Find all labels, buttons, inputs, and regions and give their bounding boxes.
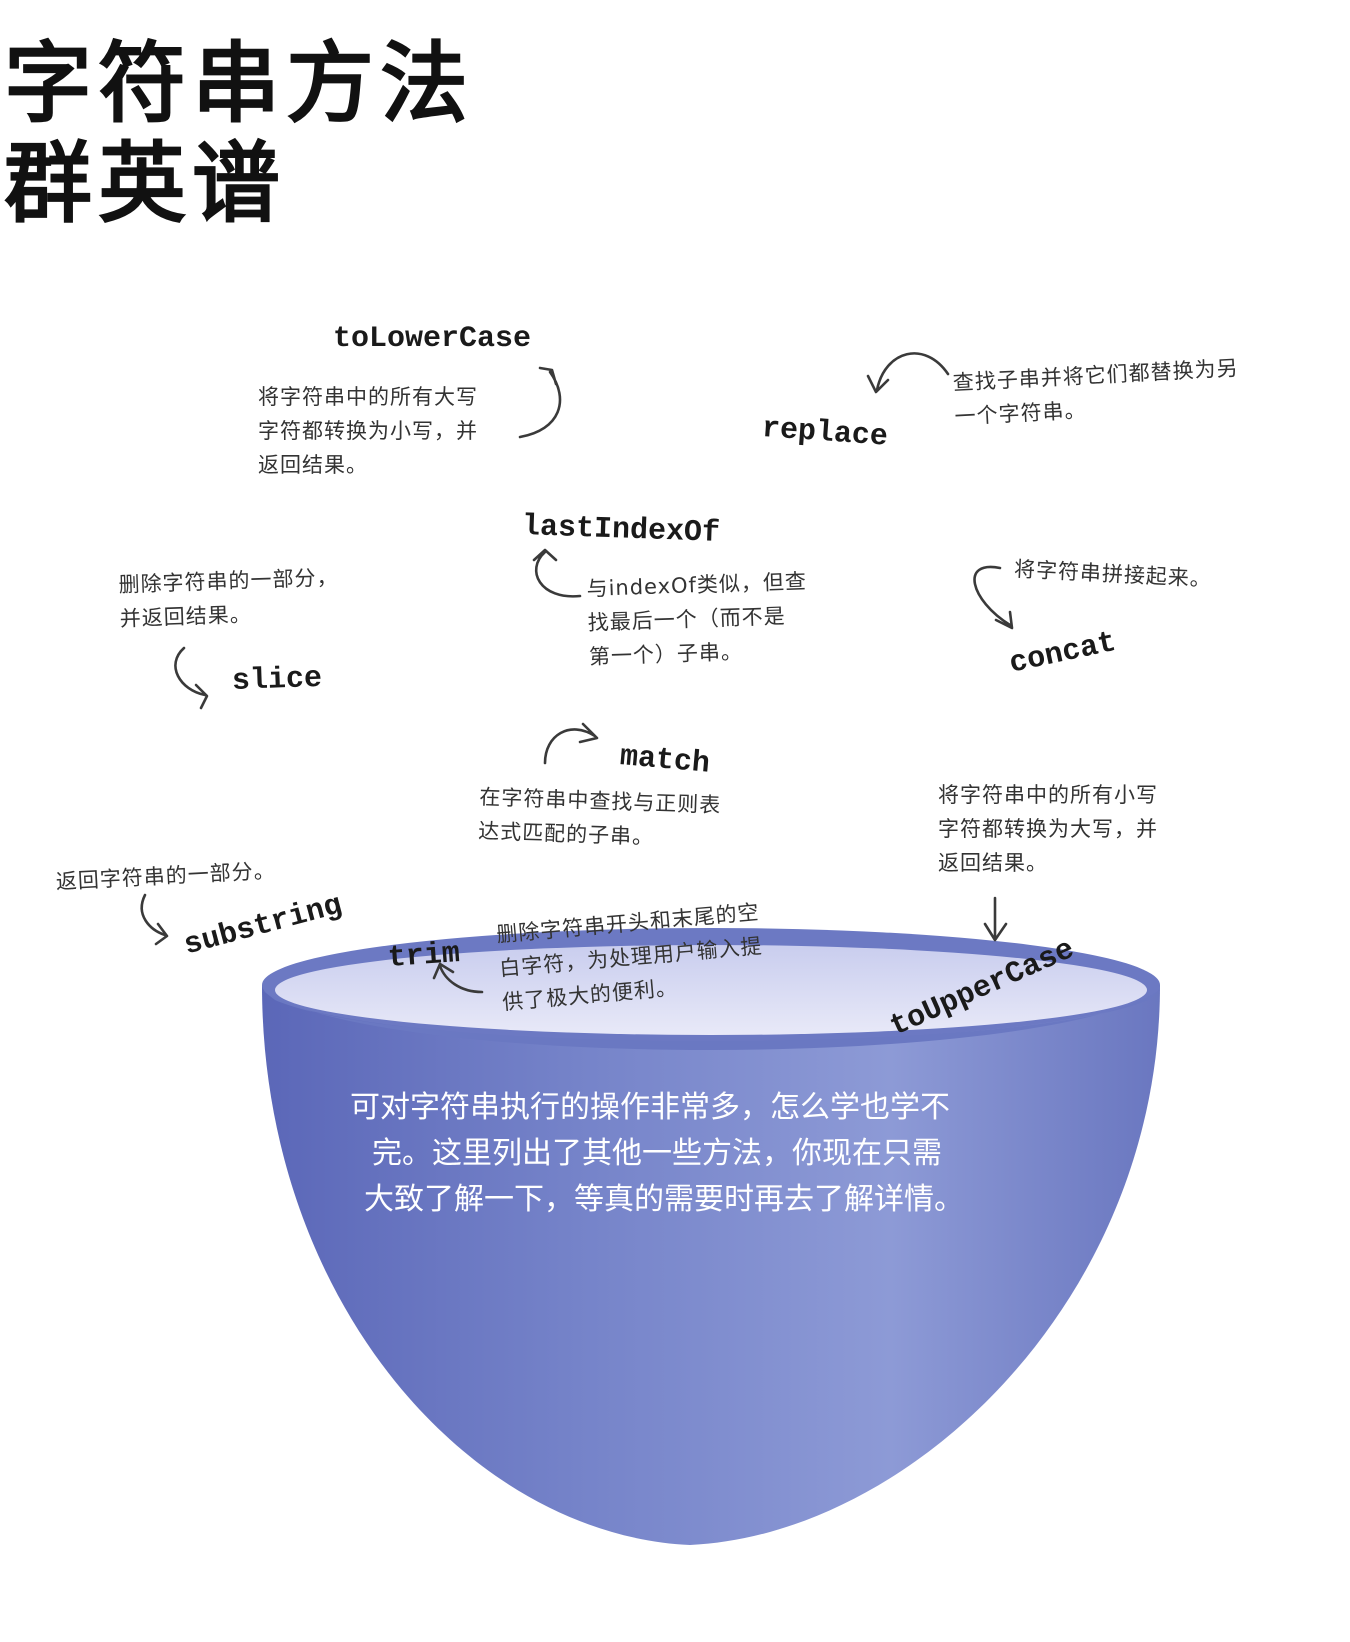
method-slice: slice <box>231 661 323 699</box>
arrow-lastindexof <box>532 548 582 598</box>
bowl-inner <box>275 945 1147 1035</box>
desc-line: 返回结果。 <box>258 453 368 477</box>
desc-match: 在字符串中查找与正则表 达式匹配的子串。 <box>478 780 722 856</box>
bowl-front-rim <box>262 990 1160 1050</box>
desc-tolowercase: 将字符串中的所有大写 字符都转换为小写，并 返回结果。 <box>258 380 478 482</box>
desc-line: 返回结果。 <box>938 851 1048 875</box>
desc-touppercase: 将字符串中的所有小写 字符都转换为大写，并 返回结果。 <box>938 778 1158 880</box>
desc-line: 字符都转换为小写，并 <box>258 419 478 443</box>
arrow-substring <box>140 893 169 946</box>
method-tolowercase: toLowerCase <box>333 322 532 356</box>
method-trim: trim <box>386 937 462 976</box>
bowl-body <box>262 985 1160 1545</box>
page-title-line-2: 群英谱 <box>4 132 287 235</box>
desc-line: 字符都转换为大写，并 <box>938 817 1158 841</box>
bowl-caption: 可对字符串执行的操作非常多，怎么学也学不 完。这里列出了其他一些方法，你现在只需… <box>350 1085 1040 1223</box>
arrow-touppercase <box>983 896 1008 942</box>
desc-line: 将字符串中的所有小写 <box>938 783 1158 807</box>
arrow-trim <box>432 962 484 994</box>
arrow-concat <box>973 565 1014 630</box>
method-lastindexof: lastIndexOf <box>521 510 721 551</box>
bowl-caption-line: 可对字符串执行的操作非常多，怎么学也学不 <box>350 1090 950 1125</box>
bowl-caption-line: 完。这里列出了其他一些方法，你现在只需 <box>372 1136 942 1171</box>
arrow-slice <box>174 646 209 710</box>
page-title-line-1: 字符串方法 <box>4 32 475 135</box>
bowl-caption-line: 大致了解一下，等真的需要时再去了解详情。 <box>364 1182 964 1217</box>
arrow-tolowercase <box>518 366 562 439</box>
arrow-replace <box>866 352 950 394</box>
desc-slice: 删除字符串的一部分， 并返回结果。 <box>118 560 340 636</box>
arrow-match <box>543 722 599 765</box>
desc-lastindexof: 与indexOf类似，但查 找最后一个（而不是 第一个）子串。 <box>586 564 810 674</box>
desc-line: 将字符串中的所有大写 <box>258 385 478 409</box>
